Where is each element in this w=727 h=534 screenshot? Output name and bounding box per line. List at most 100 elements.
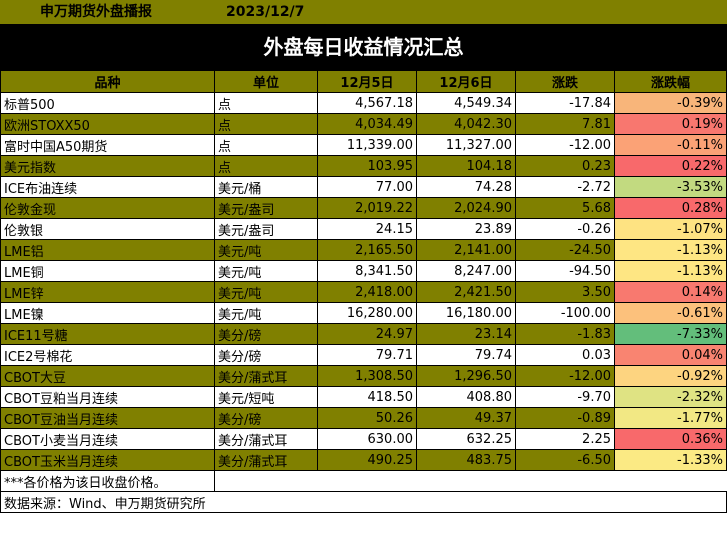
column-header-unit: 单位: [214, 70, 318, 93]
close-day2-cell: 408.80: [416, 386, 516, 408]
unit-cell: 美元/吨: [214, 281, 318, 303]
change-cell: 0.03: [515, 344, 615, 366]
table-row: 标普500 点 4,567.18 4,549.34 -17.84 -0.39%: [0, 92, 727, 114]
pct-change-cell: -1.13%: [614, 260, 727, 282]
close-day1-cell: 103.95: [317, 155, 417, 177]
change-cell: -94.50: [515, 260, 615, 282]
unit-cell: 点: [214, 113, 318, 135]
change-cell: -100.00: [515, 302, 615, 324]
close-day2-cell: 4,042.30: [416, 113, 516, 135]
close-day1-cell: 4,034.49: [317, 113, 417, 135]
close-day1-cell: 24.97: [317, 323, 417, 345]
table-row: CBOT玉米当月连续 美分/蒲式耳 490.25 483.75 -6.50 -1.33%: [0, 449, 727, 471]
instrument-name: CBOT小麦当月连续: [0, 428, 215, 450]
pct-change-cell: -2.32%: [614, 386, 727, 408]
unit-cell: 美分/磅: [214, 407, 318, 429]
top-banner: 申万期货外盘播报 2023/12/7: [0, 0, 727, 24]
change-cell: 3.50: [515, 281, 615, 303]
table-body: 标普500 点 4,567.18 4,549.34 -17.84 -0.39% 欧洲STOX…: [0, 92, 727, 471]
close-day2-cell: 23.89: [416, 218, 516, 240]
pct-change-cell: 0.36%: [614, 428, 727, 450]
close-day1-cell: 418.50: [317, 386, 417, 408]
close-day2-cell: 104.18: [416, 155, 516, 177]
pct-change-cell: 0.19%: [614, 113, 727, 135]
unit-cell: 美元/短吨: [214, 386, 318, 408]
close-day2-cell: 4,549.34: [416, 92, 516, 114]
close-day1-cell: 2,019.22: [317, 197, 417, 219]
unit-cell: 美分/蒲式耳: [214, 449, 318, 471]
table-row: 伦敦金现 美元/盎司 2,019.22 2,024.90 5.68 0.28%: [0, 197, 727, 219]
pct-change-cell: 0.14%: [614, 281, 727, 303]
change-cell: -6.50: [515, 449, 615, 471]
table-row: ICE2号棉花 美分/磅 79.71 79.74 0.03 0.04%: [0, 344, 727, 366]
pct-change-cell: -0.11%: [614, 134, 727, 156]
instrument-name: CBOT豆粕当月连续: [0, 386, 215, 408]
close-day2-cell: 74.28: [416, 176, 516, 198]
instrument-name: LME镍: [0, 302, 215, 324]
instrument-name: 伦敦银: [0, 218, 215, 240]
source-label: 申万期货外盘播报: [40, 4, 152, 20]
instrument-name: 美元指数: [0, 155, 215, 177]
instrument-name: LME铝: [0, 239, 215, 261]
table-row: 美元指数点 103.95 104.18 0.23 0.22%: [0, 155, 727, 177]
unit-cell: 点: [214, 155, 318, 177]
close-day2-cell: 79.74: [416, 344, 516, 366]
unit-cell: 美元/桶: [214, 176, 318, 198]
footnote: ***各价格为该日收盘价格。: [0, 470, 215, 492]
table-row: CBOT小麦当月连续 美分/蒲式耳 630.00 632.25 2.25 0.36%: [0, 428, 727, 450]
change-cell: 5.68: [515, 197, 615, 219]
table-row: LME镍 美元/吨 16,280.00 16,180.00 -100.00 -0.61%: [0, 302, 727, 324]
returns-table: 品种 单位 12月5日 12月6日 涨跌 涨跌幅 标普500 点 4,567.18 4…: [0, 70, 727, 513]
pct-change-cell: -0.92%: [614, 365, 727, 387]
pct-change-cell: -1.77%: [614, 407, 727, 429]
close-day1-cell: 490.25: [317, 449, 417, 471]
change-cell: -17.84: [515, 92, 615, 114]
pct-change-cell: -0.39%: [614, 92, 727, 114]
footnote-row: ***各价格为该日收盘价格。: [0, 470, 727, 492]
change-cell: -0.89: [515, 407, 615, 429]
instrument-name: CBOT豆油当月连续: [0, 407, 215, 429]
change-cell: -1.83: [515, 323, 615, 345]
close-day1-cell: 1,308.50: [317, 365, 417, 387]
close-day1-cell: 79.71: [317, 344, 417, 366]
close-day2-cell: 11,327.00: [416, 134, 516, 156]
column-header-change: 涨跌: [515, 70, 615, 93]
table-row: CBOT豆油当月连续 美分/磅 50.26 49.37 -0.89 -1.77%: [0, 407, 727, 429]
instrument-name: ICE11号糖: [0, 323, 215, 345]
pct-change-cell: -0.61%: [614, 302, 727, 324]
instrument-name: ICE布油连续: [0, 176, 215, 198]
unit-cell: 美元/吨: [214, 239, 318, 261]
unit-cell: 点: [214, 134, 318, 156]
table-row: CBOT豆粕当月连续 美元/短吨 418.50 408.80 -9.70 -2.32%: [0, 386, 727, 408]
table-row: 伦敦银 美元/盎司 24.15 23.89 -0.26 -1.07%: [0, 218, 727, 240]
table-row: 富时中国A50期货点 11,339.00 11,327.00 -12.00 -0.11%: [0, 134, 727, 156]
close-day1-cell: 77.00: [317, 176, 417, 198]
close-day1-cell: 11,339.00: [317, 134, 417, 156]
instrument-name: ICE2号棉花: [0, 344, 215, 366]
close-day1-cell: 2,165.50: [317, 239, 417, 261]
change-cell: -0.26: [515, 218, 615, 240]
unit-cell: 美分/磅: [214, 344, 318, 366]
close-day1-cell: 50.26: [317, 407, 417, 429]
pct-change-cell: 0.22%: [614, 155, 727, 177]
table-row: CBOT大豆 美分/蒲式耳 1,308.50 1,296.50 -12.00 -0.92%: [0, 365, 727, 387]
table-row: 欧洲STOXX50 点 4,034.49 4,042.30 7.81 0.19%: [0, 113, 727, 135]
close-day2-cell: 483.75: [416, 449, 516, 471]
table-row: LME铜 美元/吨 8,341.50 8,247.00 -94.50 -1.13%: [0, 260, 727, 282]
instrument-name: LME锌: [0, 281, 215, 303]
report-date: 2023/12/7: [226, 4, 305, 20]
close-day2-cell: 49.37: [416, 407, 516, 429]
column-header-day1: 12月5日: [317, 70, 417, 93]
table-row: ICE11号糖 美分/磅 24.97 23.14 -1.83 -7.33%: [0, 323, 727, 345]
close-day1-cell: 4,567.18: [317, 92, 417, 114]
table-row: LME铝 美元/吨 2,165.50 2,141.00 -24.50 -1.13%: [0, 239, 727, 261]
unit-cell: 美分/蒲式耳: [214, 365, 318, 387]
column-header-pct: 涨跌幅: [614, 70, 727, 93]
pct-change-cell: -1.33%: [614, 449, 727, 471]
instrument-name: LME铜: [0, 260, 215, 282]
pct-change-cell: -7.33%: [614, 323, 727, 345]
change-cell: 0.23: [515, 155, 615, 177]
change-cell: 7.81: [515, 113, 615, 135]
data-source: 数据来源：Wind、申万期货研究所: [0, 491, 727, 513]
